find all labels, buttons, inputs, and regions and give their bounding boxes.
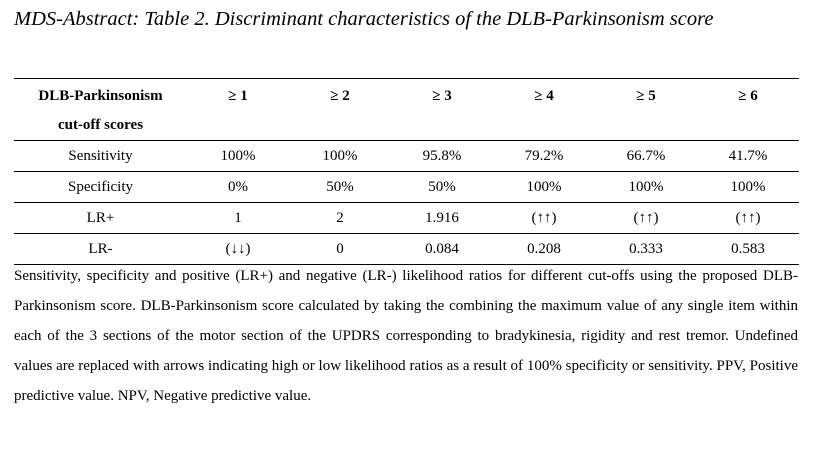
table-header-row: DLB-Parkinsonism cut-off scores ≥ 1 ≥ 2 … — [14, 78, 799, 141]
table-cell: 66.7% — [626, 148, 666, 164]
table-cell: 0% — [228, 179, 248, 195]
table-cell: 0.333 — [629, 241, 663, 257]
table-cell: 100% — [220, 148, 256, 164]
table-cell: 41.7% — [728, 148, 768, 164]
table-cell: 0.208 — [527, 241, 561, 257]
table-cell: 95.8% — [422, 148, 462, 164]
document-title: MDS-Abstract: Table 2. Discriminant char… — [14, 8, 714, 30]
discriminant-table: DLB-Parkinsonism cut-off scores ≥ 1 ≥ 2 … — [14, 78, 799, 265]
header-line-2: cut-off scores — [57, 117, 144, 133]
table-cell: (↑↑) — [735, 210, 761, 226]
table-cell: 50% — [326, 179, 354, 195]
row-label: Specificity — [68, 179, 133, 195]
table-cell: (↑↑) — [531, 210, 557, 226]
table-row-lr-positive: LR+ 1 2 1.916 (↑↑) (↑↑) (↑↑) — [14, 203, 799, 234]
table-cell: 100% — [526, 179, 562, 195]
row-label: LR+ — [86, 210, 115, 226]
table-cell: 1.916 — [425, 210, 459, 226]
table-cell: 100% — [628, 179, 664, 195]
table-cell: 1 — [234, 210, 242, 226]
column-header: ≥ 2 — [330, 88, 350, 104]
column-header: ≥ 3 — [432, 88, 452, 104]
table-row-sensitivity: Sensitivity 100% 100% 95.8% 79.2% 66.7% … — [14, 141, 799, 172]
table-cell: 100% — [730, 179, 766, 195]
column-header: ≥ 4 — [534, 88, 554, 104]
table-cell: 0.583 — [731, 241, 765, 257]
table-cell: 2 — [336, 210, 344, 226]
column-header: ≥ 5 — [636, 88, 656, 104]
table-cell: (↓↓) — [225, 241, 251, 257]
row-label: Sensitivity — [68, 148, 133, 164]
table-cell: (↑↑) — [633, 210, 659, 226]
header-line-1: DLB-Parkinsonism — [38, 88, 163, 104]
column-header: ≥ 6 — [738, 88, 758, 104]
row-label: LR- — [88, 241, 113, 257]
table-row-lr-negative: LR- (↓↓) 0 0.084 0.208 0.333 0.583 — [14, 234, 799, 265]
header-cutoff-scores: DLB-Parkinsonism cut-off scores — [14, 79, 187, 141]
table-cell: 0.084 — [425, 241, 459, 257]
table-cell: 0 — [336, 241, 344, 257]
table-cell: 50% — [428, 179, 456, 195]
table-cell: 100% — [322, 148, 358, 164]
column-header: ≥ 1 — [228, 88, 248, 104]
table-row-specificity: Specificity 0% 50% 50% 100% 100% 100% — [14, 172, 799, 203]
table-cell: 79.2% — [524, 148, 564, 164]
table-footnote: Sensitivity, specificity and positive (L… — [14, 268, 798, 404]
